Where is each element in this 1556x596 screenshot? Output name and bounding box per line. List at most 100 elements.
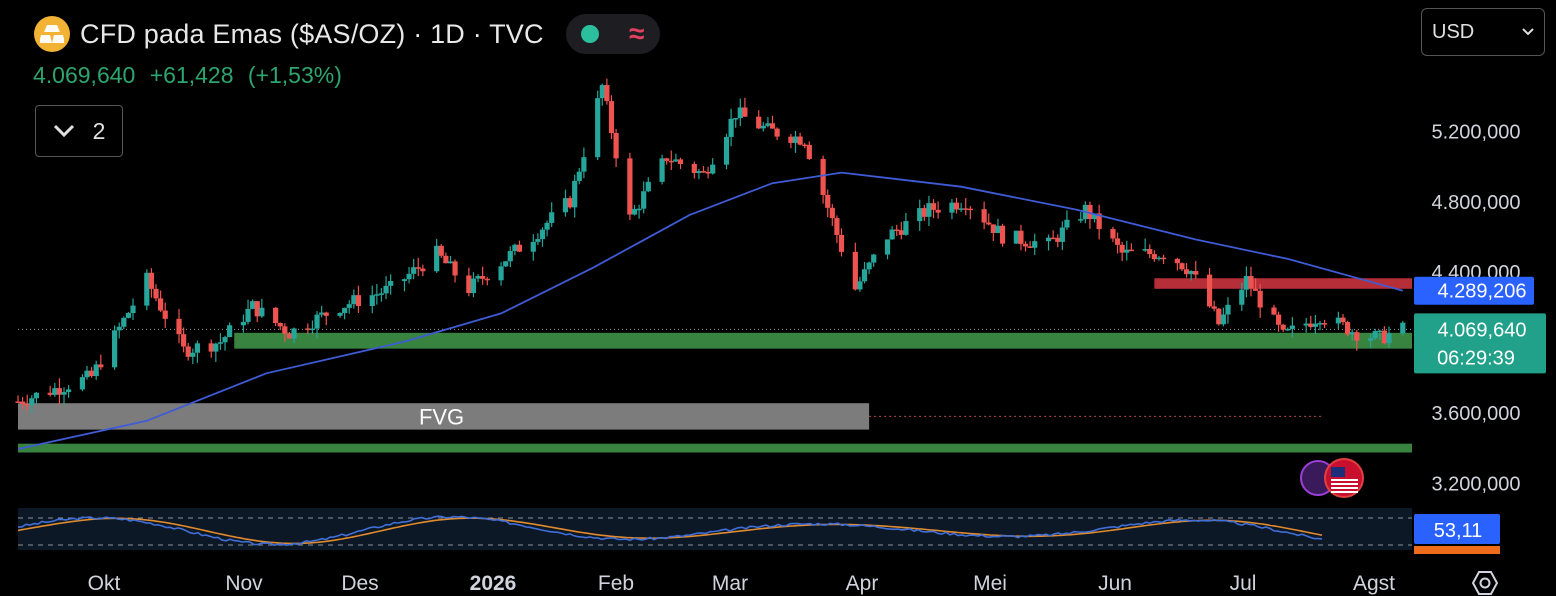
candle-body[interactable]: [1216, 308, 1222, 325]
candle-body[interactable]: [572, 180, 578, 208]
candle-body[interactable]: [1289, 325, 1295, 329]
candle-body[interactable]: [194, 343, 201, 353]
candle-body[interactable]: [990, 224, 996, 234]
candle-body[interactable]: [627, 158, 633, 215]
candle-body[interactable]: [659, 158, 665, 182]
candle-body[interactable]: [645, 181, 651, 192]
candle-body[interactable]: [723, 136, 730, 165]
candle-body[interactable]: [47, 392, 53, 395]
candle-body[interactable]: [999, 225, 1006, 244]
candle-body[interactable]: [443, 255, 449, 264]
candle-body[interactable]: [802, 144, 808, 147]
candle-body[interactable]: [162, 310, 168, 319]
candle-body[interactable]: [213, 343, 219, 352]
candle-body[interactable]: [774, 128, 780, 137]
candle-body[interactable]: [889, 229, 895, 240]
candle-body[interactable]: [1124, 249, 1130, 253]
candle-body[interactable]: [388, 281, 394, 286]
candle-body[interactable]: [33, 392, 40, 399]
candle-body[interactable]: [567, 198, 573, 208]
candle-body[interactable]: [401, 279, 408, 282]
candle-body[interactable]: [1193, 271, 1199, 275]
candle-body[interactable]: [1174, 258, 1180, 264]
candle-body[interactable]: [286, 333, 293, 339]
candle-body[interactable]: [277, 322, 283, 327]
candle-body[interactable]: [1147, 249, 1153, 255]
candle-body[interactable]: [1386, 333, 1392, 344]
candle-body[interactable]: [921, 208, 927, 217]
candle-body[interactable]: [595, 98, 601, 158]
candle-body[interactable]: [866, 262, 872, 270]
candle-body[interactable]: [438, 245, 444, 256]
candle-body[interactable]: [1022, 243, 1029, 247]
candle-body[interactable]: [696, 171, 702, 174]
candle-body[interactable]: [351, 295, 357, 305]
candle-body[interactable]: [503, 261, 509, 267]
indicators-toggle-button[interactable]: 2: [35, 105, 123, 157]
candle-body[interactable]: [314, 314, 320, 329]
candle-body[interactable]: [1206, 274, 1213, 307]
candle-body[interactable]: [116, 326, 122, 331]
candle-body[interactable]: [1128, 249, 1134, 252]
candle-body[interactable]: [181, 334, 187, 347]
candle-body[interactable]: [1312, 323, 1318, 327]
candle-body[interactable]: [1045, 237, 1052, 242]
candle-body[interactable]: [1252, 288, 1259, 291]
candle-body[interactable]: [305, 328, 311, 330]
candle-body[interactable]: [861, 269, 868, 282]
zone-support-0[interactable]: [234, 332, 1413, 349]
candle-body[interactable]: [1308, 323, 1314, 327]
candle-body[interactable]: [631, 208, 638, 215]
candle-body[interactable]: [378, 293, 385, 295]
candle-body[interactable]: [1078, 219, 1084, 221]
candle-body[interactable]: [562, 198, 569, 213]
candle-body[interactable]: [144, 272, 150, 306]
candle-body[interactable]: [1142, 249, 1148, 251]
candle-body[interactable]: [512, 244, 518, 252]
candle-body[interactable]: [84, 370, 90, 378]
candle-body[interactable]: [1013, 230, 1019, 244]
candle-body[interactable]: [1114, 238, 1121, 245]
candle-body[interactable]: [604, 85, 610, 102]
candle-body[interactable]: [1303, 323, 1309, 326]
candle-body[interactable]: [153, 288, 159, 299]
candle-body[interactable]: [480, 276, 486, 279]
candle-body[interactable]: [1018, 230, 1024, 244]
candle-body[interactable]: [917, 208, 923, 222]
candle-body[interactable]: [452, 261, 458, 276]
candle-body[interactable]: [820, 158, 826, 195]
candle-body[interactable]: [29, 398, 35, 406]
candle-body[interactable]: [1400, 322, 1406, 334]
candle-body[interactable]: [857, 281, 863, 290]
candle-body[interactable]: [15, 401, 21, 403]
status-toggle[interactable]: ≈: [565, 14, 660, 54]
candle-body[interactable]: [484, 278, 490, 281]
candle-body[interactable]: [953, 202, 960, 210]
candle-body[interactable]: [539, 229, 546, 240]
candle-body[interactable]: [1096, 213, 1102, 230]
candle-body[interactable]: [1183, 269, 1190, 275]
candle-body[interactable]: [383, 285, 389, 294]
candle-body[interactable]: [1119, 244, 1125, 253]
candle-body[interactable]: [1381, 330, 1387, 344]
candle-body[interactable]: [411, 267, 417, 274]
candle-body[interactable]: [1344, 322, 1351, 335]
candle-body[interactable]: [733, 118, 739, 120]
candle-body[interactable]: [1340, 317, 1346, 323]
candle-body[interactable]: [1059, 227, 1065, 242]
candle-body[interactable]: [245, 308, 251, 322]
candle-body[interactable]: [273, 307, 279, 323]
candle-body[interactable]: [420, 268, 426, 272]
candle-body[interactable]: [641, 191, 647, 209]
candle-body[interactable]: [1110, 229, 1116, 239]
candle-body[interactable]: [930, 203, 937, 210]
candle-body[interactable]: [613, 133, 619, 159]
candle-body[interactable]: [949, 202, 955, 213]
candle-body[interactable]: [355, 295, 362, 307]
candle-body[interactable]: [963, 208, 969, 210]
candle-body[interactable]: [958, 208, 964, 210]
candle-body[interactable]: [217, 342, 224, 344]
candle-body[interactable]: [1354, 332, 1360, 341]
settings-icon[interactable]: [1472, 570, 1498, 596]
